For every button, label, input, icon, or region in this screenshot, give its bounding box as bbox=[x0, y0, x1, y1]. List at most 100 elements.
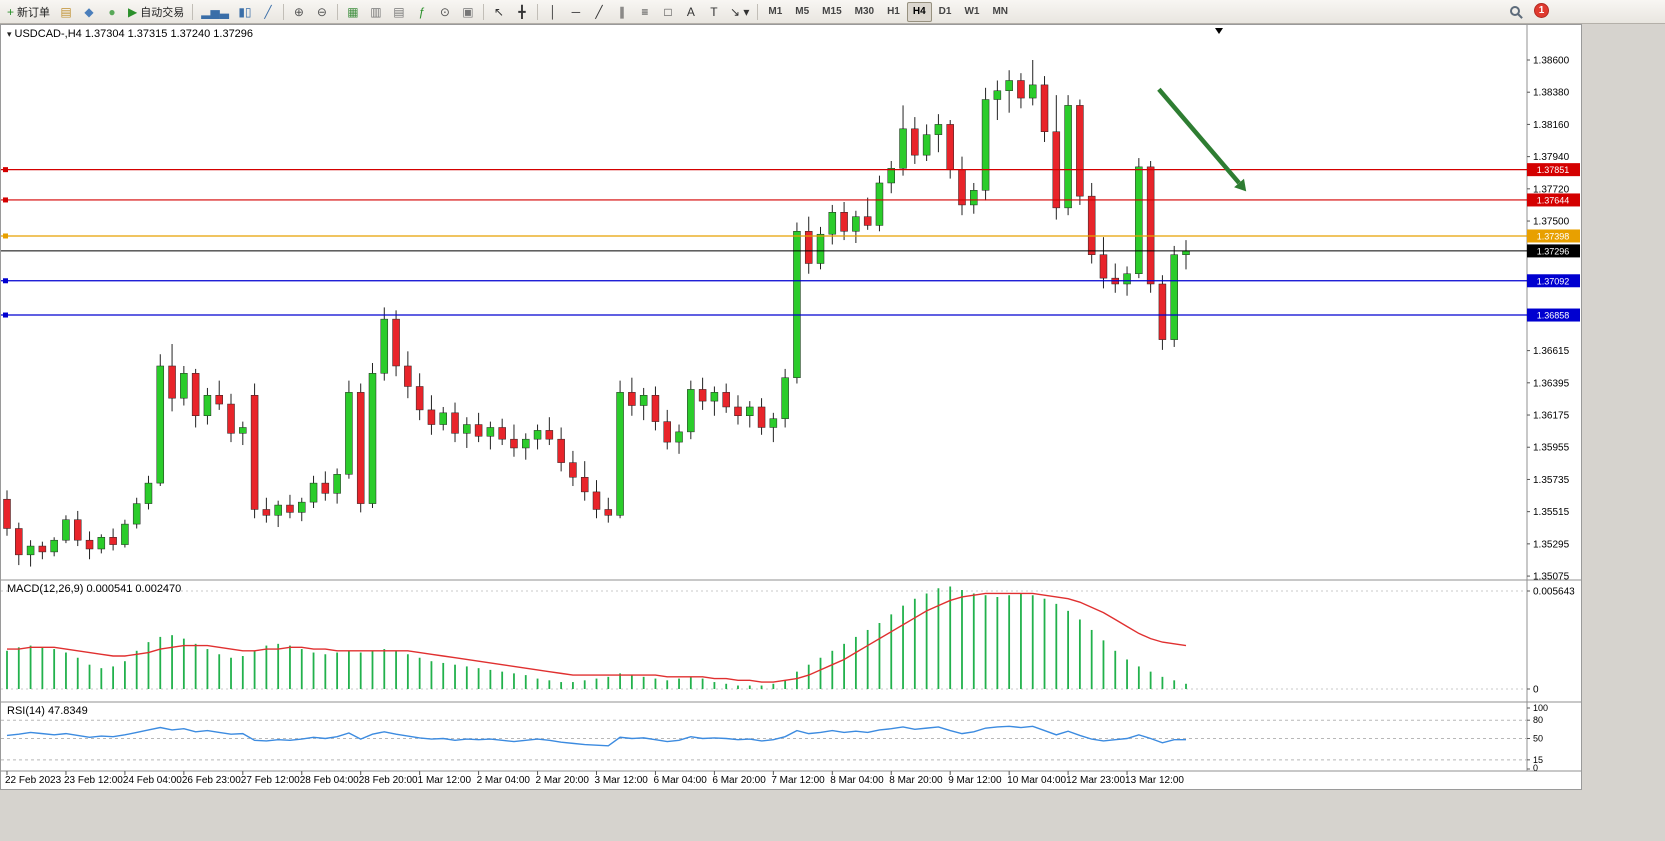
bar-chart-button[interactable]: ▂▅▃ bbox=[197, 2, 233, 22]
bar-chart-icon: ▂▅▃ bbox=[201, 4, 229, 19]
tf-m30[interactable]: M30 bbox=[849, 2, 880, 22]
periods-button[interactable]: ⊙ bbox=[434, 2, 456, 22]
rsi-axis-label: 0 bbox=[1533, 763, 1538, 773]
zoom-in-icon: ⊕ bbox=[293, 4, 304, 19]
arrows-button[interactable]: ↘ ▾ bbox=[726, 2, 753, 22]
rsi-axis-label: 50 bbox=[1533, 734, 1543, 744]
line-chart-icon: ╱ bbox=[264, 4, 272, 19]
status-bar-area bbox=[0, 790, 1665, 841]
trend-arrow-head bbox=[1234, 178, 1247, 192]
svg-text:1.36615: 1.36615 bbox=[1533, 346, 1570, 357]
symbol-ohlc-text: USDCAD-,H4 1.37304 1.37315 1.37240 1.372… bbox=[14, 28, 254, 40]
trend-arrow[interactable] bbox=[1157, 87, 1241, 185]
market-watch-icon: ▤ bbox=[60, 4, 72, 19]
tf-d1-label: D1 bbox=[938, 6, 952, 17]
tf-h4[interactable]: H4 bbox=[906, 1, 932, 22]
zoom-in-button[interactable]: ⊕ bbox=[288, 2, 310, 22]
tf-mn[interactable]: MN bbox=[986, 2, 1014, 22]
resistance-line-2-handle[interactable] bbox=[3, 197, 8, 203]
new-order-button[interactable]: + 新订单 bbox=[3, 2, 54, 22]
tf-m5[interactable]: M5 bbox=[789, 2, 815, 22]
chart-canvas[interactable]: 1.38600 1.38380 1.38160 1.37940 1.37720 1.375… bbox=[1, 25, 1581, 789]
search-icon[interactable] bbox=[1510, 5, 1520, 16]
cascade-windows-button[interactable]: ▥ bbox=[365, 2, 387, 22]
svg-text:1.36175: 1.36175 bbox=[1533, 411, 1570, 422]
horizontal-line-button[interactable]: ─ bbox=[565, 2, 587, 22]
svg-text:8 Mar 20:00: 8 Mar 20:00 bbox=[889, 775, 943, 786]
notification-badge[interactable]: 1 bbox=[1534, 3, 1549, 18]
text-button[interactable]: A bbox=[680, 2, 702, 22]
play-icon: ▶ bbox=[128, 4, 138, 19]
trendline-button[interactable]: ╱ bbox=[588, 2, 610, 22]
candles bbox=[3, 59, 1190, 567]
svg-text:1.37500: 1.37500 bbox=[1533, 217, 1570, 228]
support-line-2-handle[interactable] bbox=[3, 312, 8, 318]
tf-w1-label: W1 bbox=[964, 6, 980, 17]
templates-button[interactable]: ▣ bbox=[457, 2, 479, 22]
svg-text:1.36395: 1.36395 bbox=[1533, 378, 1570, 389]
svg-text:1.35075: 1.35075 bbox=[1533, 572, 1570, 583]
tf-w1[interactable]: W1 bbox=[958, 2, 985, 22]
one-click-trading-arrow-icon[interactable]: ▾ bbox=[7, 29, 12, 39]
current-price-badge bbox=[1527, 244, 1580, 258]
svg-text:1.35735: 1.35735 bbox=[1533, 475, 1570, 486]
resistance-line-2-price-badge bbox=[1527, 193, 1580, 207]
shapes-button[interactable]: □ bbox=[657, 2, 679, 22]
time-axis[interactable]: 22 Feb 2023 23 Feb 12:00 24 Feb 04:00 26 Fe… bbox=[5, 771, 1184, 786]
support-line-2-price-badge bbox=[1527, 308, 1580, 322]
shift-marker-icon[interactable] bbox=[1215, 28, 1223, 34]
data-window-button[interactable]: ◆ bbox=[78, 2, 100, 22]
svg-text:27 Feb 12:00: 27 Feb 12:00 bbox=[241, 775, 300, 786]
line-chart-button[interactable]: ╱ bbox=[257, 2, 279, 22]
crosshair-button[interactable]: ╋ bbox=[511, 2, 533, 22]
text-icon: A bbox=[686, 4, 695, 19]
toolbar: + 新订单 ▤ ◆ ● ▶ 自动交易 ▂▅▃ ▮▯ ╱ ⊕ ⊖ ▦ ▥ ▤ ƒ ⊙ ▣ ↖ ╋ │ ─ ╱ ∥ ≡ □ A T ↘ ▾ M… bbox=[0, 0, 1665, 24]
cursor-icon: ↖ bbox=[493, 4, 504, 19]
arrange-windows-button[interactable]: ▤ bbox=[388, 2, 410, 22]
tf-d1[interactable]: D1 bbox=[933, 2, 958, 22]
svg-text:2 Mar 20:00: 2 Mar 20:00 bbox=[536, 775, 590, 786]
svg-text:26 Feb 23:00: 26 Feb 23:00 bbox=[182, 775, 241, 786]
rsi-axis-label: 100 bbox=[1533, 703, 1548, 713]
support-line-1-handle[interactable] bbox=[3, 278, 8, 284]
toolbar-separator bbox=[536, 3, 538, 20]
new-order-button-label: 新订单 bbox=[17, 6, 51, 19]
svg-text:28 Feb 04:00: 28 Feb 04:00 bbox=[300, 775, 359, 786]
macd-axis-label: 0.005643 bbox=[1533, 587, 1575, 598]
auto-trading-button[interactable]: ▶ 自动交易 bbox=[124, 2, 188, 22]
pivot-line-handle[interactable] bbox=[3, 233, 8, 239]
vertical-line-button[interactable]: │ bbox=[542, 2, 564, 22]
resistance-line-1-price-badge bbox=[1527, 163, 1580, 177]
pivot-line-price-badge bbox=[1527, 229, 1580, 243]
cursor-button[interactable]: ↖ bbox=[488, 2, 510, 22]
svg-text:6 Mar 20:00: 6 Mar 20:00 bbox=[712, 775, 766, 786]
candle-chart-button[interactable]: ▮▯ bbox=[234, 2, 256, 22]
tf-m30-label: M30 bbox=[854, 6, 875, 17]
rsi-line bbox=[6, 725, 1186, 747]
svg-text:1.37398: 1.37398 bbox=[1537, 231, 1570, 241]
tile-windows-button[interactable]: ▦ bbox=[342, 2, 364, 22]
fibonacci-button[interactable]: ≡ bbox=[634, 2, 656, 22]
navigator-button[interactable]: ● bbox=[101, 2, 123, 22]
toolbar-separator bbox=[336, 3, 338, 20]
resistance-line-1-handle[interactable] bbox=[3, 167, 8, 173]
trendline-icon: ╱ bbox=[595, 4, 603, 19]
tf-m1-label: M1 bbox=[768, 6, 783, 17]
tf-h4-label: H4 bbox=[912, 6, 926, 17]
grid-icon: ▦ bbox=[347, 4, 359, 19]
label-button[interactable]: T bbox=[703, 2, 725, 22]
tf-m1[interactable]: M1 bbox=[762, 2, 788, 22]
tf-m15[interactable]: M15 bbox=[816, 2, 847, 22]
macd-indicator-label: MACD(12,26,9) 0.000541 0.002470 bbox=[7, 583, 182, 595]
indicators-button[interactable]: ƒ bbox=[411, 2, 433, 22]
channel-button[interactable]: ∥ bbox=[611, 2, 633, 22]
tf-mn-label: MN bbox=[992, 6, 1009, 17]
svg-text:23 Feb 12:00: 23 Feb 12:00 bbox=[64, 775, 123, 786]
price-axis[interactable]: 1.38600 1.38380 1.38160 1.37940 1.37720 1.375… bbox=[1527, 55, 1570, 583]
zoom-out-button[interactable]: ⊖ bbox=[311, 2, 333, 22]
tf-h1[interactable]: H1 bbox=[881, 2, 906, 22]
svg-text:1.38600: 1.38600 bbox=[1533, 55, 1570, 66]
svg-text:1.37296: 1.37296 bbox=[1537, 246, 1570, 256]
svg-text:28 Feb 20:00: 28 Feb 20:00 bbox=[359, 775, 418, 786]
market-watch-button[interactable]: ▤ bbox=[55, 2, 77, 22]
